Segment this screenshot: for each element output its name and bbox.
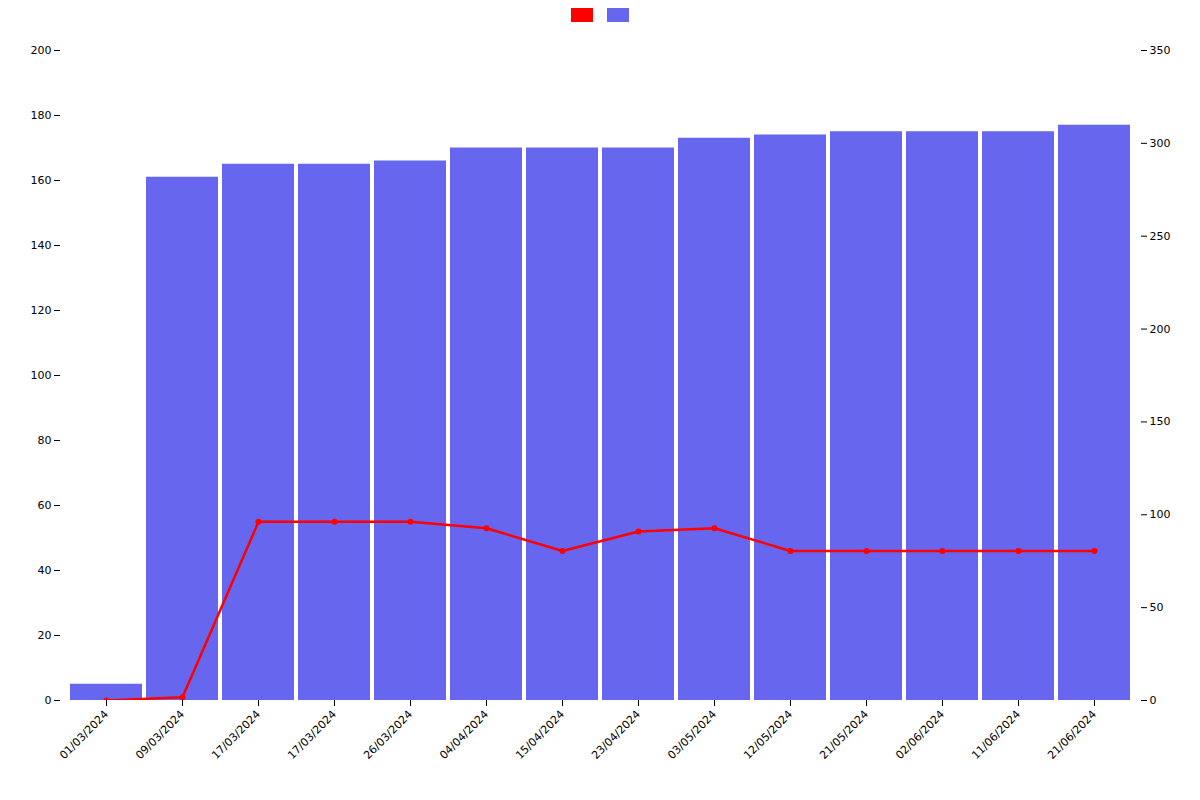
svg-text:17/03/2024: 17/03/2024 — [285, 708, 339, 762]
svg-text:80: 80 — [38, 434, 52, 447]
svg-text:15/04/2024: 15/04/2024 — [513, 708, 567, 762]
svg-text:200: 200 — [31, 44, 52, 57]
svg-text:350: 350 — [1150, 44, 1171, 57]
svg-text:150: 150 — [1150, 415, 1171, 428]
svg-text:0: 0 — [45, 694, 52, 707]
svg-text:0: 0 — [1150, 694, 1157, 707]
svg-text:01/03/2024: 01/03/2024 — [57, 708, 111, 762]
svg-text:03/05/2024: 03/05/2024 — [665, 708, 719, 762]
svg-text:180: 180 — [31, 109, 52, 122]
svg-text:40: 40 — [38, 564, 52, 577]
svg-text:04/04/2024: 04/04/2024 — [437, 708, 491, 762]
svg-text:60: 60 — [38, 499, 52, 512]
svg-text:50: 50 — [1150, 601, 1164, 614]
svg-text:02/06/2024: 02/06/2024 — [893, 708, 947, 762]
svg-text:100: 100 — [1150, 508, 1171, 521]
svg-text:17/03/2024: 17/03/2024 — [209, 708, 263, 762]
svg-text:20: 20 — [38, 629, 52, 642]
svg-text:09/03/2024: 09/03/2024 — [133, 708, 187, 762]
svg-text:120: 120 — [31, 304, 52, 317]
svg-text:300: 300 — [1150, 137, 1171, 150]
svg-text:100: 100 — [31, 369, 52, 382]
svg-text:23/04/2024: 23/04/2024 — [589, 708, 643, 762]
svg-text:250: 250 — [1150, 230, 1171, 243]
svg-text:12/05/2024: 12/05/2024 — [741, 708, 795, 762]
svg-text:160: 160 — [31, 174, 52, 187]
svg-text:200: 200 — [1150, 323, 1171, 336]
svg-text:21/06/2024: 21/06/2024 — [1045, 708, 1099, 762]
svg-text:140: 140 — [31, 239, 52, 252]
svg-text:11/06/2024: 11/06/2024 — [969, 708, 1023, 762]
svg-text:26/03/2024: 26/03/2024 — [361, 708, 415, 762]
svg-text:21/05/2024: 21/05/2024 — [817, 708, 871, 762]
